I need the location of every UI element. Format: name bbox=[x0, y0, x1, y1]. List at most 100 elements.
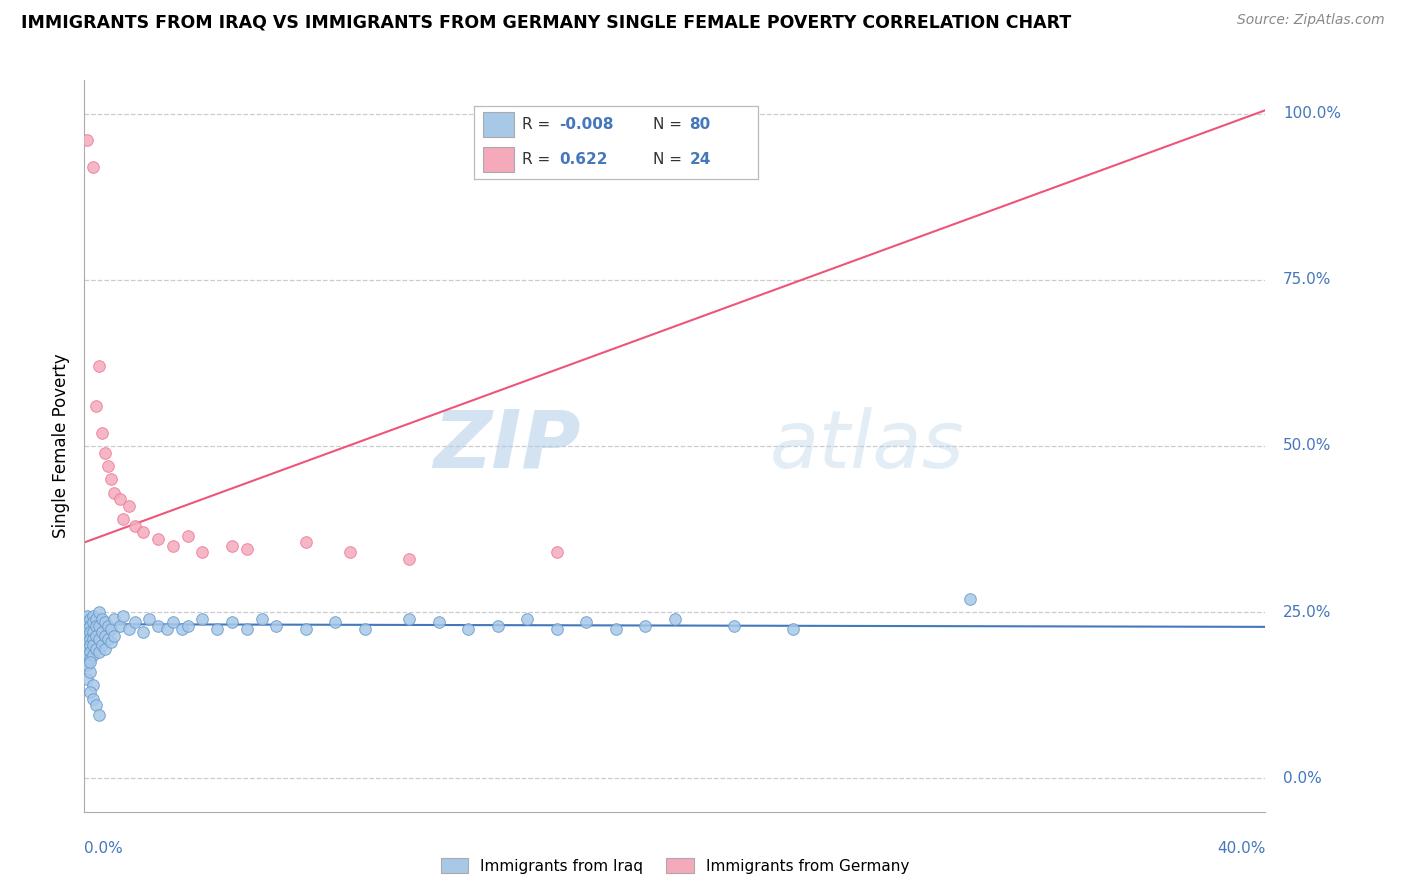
Point bbox=[170, 622, 193, 636]
Point bbox=[87, 359, 111, 374]
Point bbox=[94, 641, 117, 656]
Text: R =: R = bbox=[522, 117, 555, 132]
Point bbox=[76, 635, 98, 649]
Point bbox=[221, 539, 243, 553]
Point bbox=[79, 612, 101, 626]
Text: IMMIGRANTS FROM IRAQ VS IMMIGRANTS FROM GERMANY SINGLE FEMALE POVERTY CORRELATIO: IMMIGRANTS FROM IRAQ VS IMMIGRANTS FROM … bbox=[21, 13, 1071, 31]
Point bbox=[94, 615, 117, 630]
Point bbox=[87, 618, 111, 632]
Point bbox=[138, 612, 160, 626]
Point bbox=[91, 625, 114, 640]
Point bbox=[323, 615, 347, 630]
Point bbox=[354, 622, 377, 636]
Point bbox=[79, 685, 101, 699]
Point bbox=[76, 615, 98, 630]
Point bbox=[79, 632, 101, 646]
Text: N =: N = bbox=[652, 152, 686, 167]
Point bbox=[427, 615, 450, 630]
Point bbox=[84, 399, 107, 413]
Point bbox=[84, 618, 107, 632]
Point bbox=[148, 532, 170, 546]
Point bbox=[398, 552, 420, 566]
Point bbox=[94, 628, 117, 642]
Text: 80: 80 bbox=[689, 117, 711, 132]
Point bbox=[84, 628, 107, 642]
Point bbox=[97, 458, 120, 473]
Point bbox=[264, 618, 288, 632]
Point bbox=[82, 615, 104, 630]
Text: N =: N = bbox=[652, 117, 686, 132]
Point bbox=[132, 625, 155, 640]
Text: -0.008: -0.008 bbox=[560, 117, 613, 132]
Point bbox=[82, 160, 104, 174]
Point bbox=[79, 639, 101, 653]
Text: 0.0%: 0.0% bbox=[84, 841, 124, 856]
Point bbox=[82, 691, 104, 706]
Point bbox=[162, 539, 184, 553]
Point bbox=[103, 485, 125, 500]
Point bbox=[76, 608, 98, 623]
Point bbox=[79, 665, 101, 679]
Text: 75.0%: 75.0% bbox=[1284, 272, 1331, 287]
Point bbox=[97, 618, 120, 632]
Point bbox=[295, 535, 318, 549]
Point bbox=[205, 622, 228, 636]
Point bbox=[87, 632, 111, 646]
Point bbox=[132, 525, 155, 540]
Point bbox=[82, 625, 104, 640]
Point bbox=[108, 492, 131, 507]
Point bbox=[162, 615, 184, 630]
Point bbox=[91, 639, 114, 653]
Point bbox=[959, 591, 981, 606]
Point bbox=[398, 612, 420, 626]
Point bbox=[148, 618, 170, 632]
Point bbox=[221, 615, 243, 630]
Point bbox=[76, 658, 98, 673]
Point bbox=[91, 612, 114, 626]
Point bbox=[76, 648, 98, 663]
Point bbox=[156, 622, 179, 636]
Point bbox=[723, 618, 745, 632]
Point bbox=[82, 632, 104, 646]
Point bbox=[118, 499, 141, 513]
Point bbox=[76, 628, 98, 642]
Point bbox=[100, 472, 122, 486]
Text: Source: ZipAtlas.com: Source: ZipAtlas.com bbox=[1237, 13, 1385, 28]
Point bbox=[191, 545, 214, 559]
Point bbox=[111, 608, 134, 623]
Point bbox=[87, 708, 111, 723]
Text: 50.0%: 50.0% bbox=[1284, 439, 1331, 453]
Point bbox=[486, 618, 509, 632]
Point bbox=[546, 545, 568, 559]
Point bbox=[118, 622, 141, 636]
Point bbox=[76, 133, 98, 147]
Point bbox=[575, 615, 598, 630]
Point bbox=[79, 652, 101, 666]
Point bbox=[79, 645, 101, 659]
Point bbox=[79, 618, 101, 632]
Point bbox=[235, 622, 259, 636]
Point bbox=[87, 605, 111, 619]
Point bbox=[339, 545, 361, 559]
Text: atlas: atlas bbox=[769, 407, 965, 485]
Point bbox=[82, 639, 104, 653]
Y-axis label: Single Female Poverty: Single Female Poverty bbox=[52, 354, 70, 538]
FancyBboxPatch shape bbox=[482, 112, 513, 136]
Point bbox=[82, 678, 104, 692]
Point bbox=[94, 445, 117, 459]
Point bbox=[76, 641, 98, 656]
Legend: Immigrants from Iraq, Immigrants from Germany: Immigrants from Iraq, Immigrants from Ge… bbox=[434, 852, 915, 880]
Point bbox=[79, 655, 101, 669]
Point bbox=[177, 618, 200, 632]
Point bbox=[782, 622, 804, 636]
Point bbox=[79, 625, 101, 640]
Point bbox=[84, 612, 107, 626]
Point bbox=[605, 622, 627, 636]
Point bbox=[82, 648, 104, 663]
Point bbox=[516, 612, 538, 626]
Point bbox=[87, 645, 111, 659]
Point bbox=[546, 622, 568, 636]
FancyBboxPatch shape bbox=[482, 147, 513, 172]
Point bbox=[664, 612, 686, 626]
Point bbox=[103, 628, 125, 642]
